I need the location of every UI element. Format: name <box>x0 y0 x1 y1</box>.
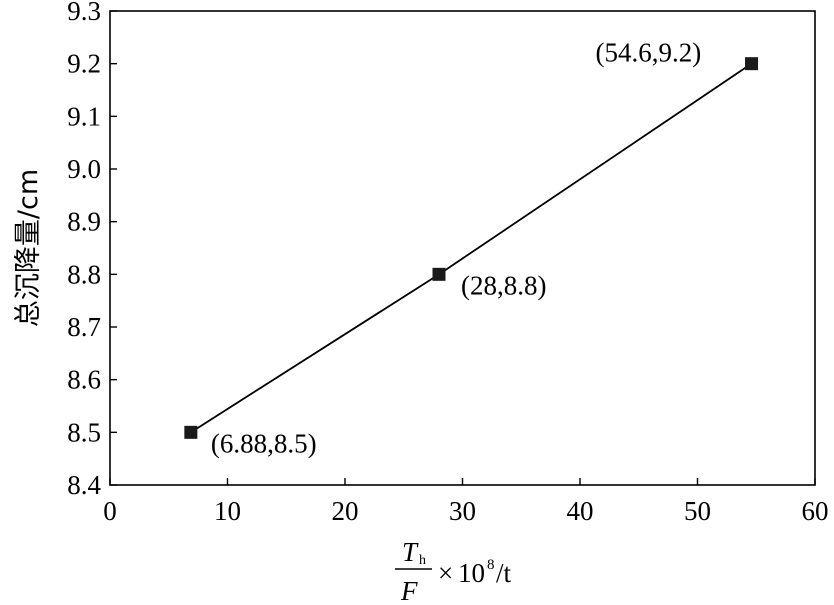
y-tick-label: 9.1 <box>67 101 101 131</box>
y-axis-label: 总沉降量/cm <box>13 169 44 327</box>
y-tick-label: 8.6 <box>67 365 101 395</box>
x-tick-label: 10 <box>214 496 241 526</box>
y-tick-label: 8.9 <box>67 207 101 237</box>
plot-frame <box>109 10 816 486</box>
x-tick-label: 60 <box>802 496 829 526</box>
y-tick-label: 9.2 <box>67 49 101 79</box>
x-axis-label-numerator-subscript: h <box>419 553 426 568</box>
data-point <box>432 267 446 281</box>
x-tick-label: 20 <box>332 496 359 526</box>
x-axis-label-times: × <box>438 558 453 588</box>
x-axis-label-exponent: 8 <box>487 557 495 573</box>
y-tick-label: 8.5 <box>67 417 101 447</box>
y-tick-label: 8.7 <box>67 312 101 342</box>
x-tick-label: 0 <box>103 496 117 526</box>
x-axis-label-denominator: F <box>400 576 418 605</box>
x-tick-label: 40 <box>567 496 594 526</box>
y-tick-label: 8.4 <box>67 470 101 500</box>
y-tick-label: 9.0 <box>67 154 101 184</box>
y-tick-label: 8.8 <box>67 259 101 289</box>
plot-area <box>109 10 816 486</box>
x-tick-label: 50 <box>684 496 711 526</box>
series-line <box>190 62 753 434</box>
x-axis-label-unit: /t <box>496 558 512 588</box>
data-label: (28,8.8) <box>461 270 546 300</box>
x-axis-label: T h F × 10 8 /t <box>395 537 512 605</box>
data-point <box>184 425 198 439</box>
y-tick-label: 9.3 <box>67 0 101 26</box>
data-label: (54.6,9.2) <box>596 38 702 68</box>
x-tick-label: 30 <box>449 496 476 526</box>
x-axis-label-numerator: T <box>402 537 419 567</box>
x-axis: 0 10 20 30 40 50 60 <box>103 478 829 526</box>
data-label: (6.88,8.5) <box>211 428 317 458</box>
data-point <box>745 57 759 71</box>
x-axis-label-base: 10 <box>458 558 485 588</box>
y-axis: 8.4 8.5 8.6 8.7 8.8 8.9 9.0 9.1 9.2 9.3 <box>67 0 117 500</box>
series: (6.88,8.5) (28,8.8) (54.6,9.2) <box>184 38 759 458</box>
